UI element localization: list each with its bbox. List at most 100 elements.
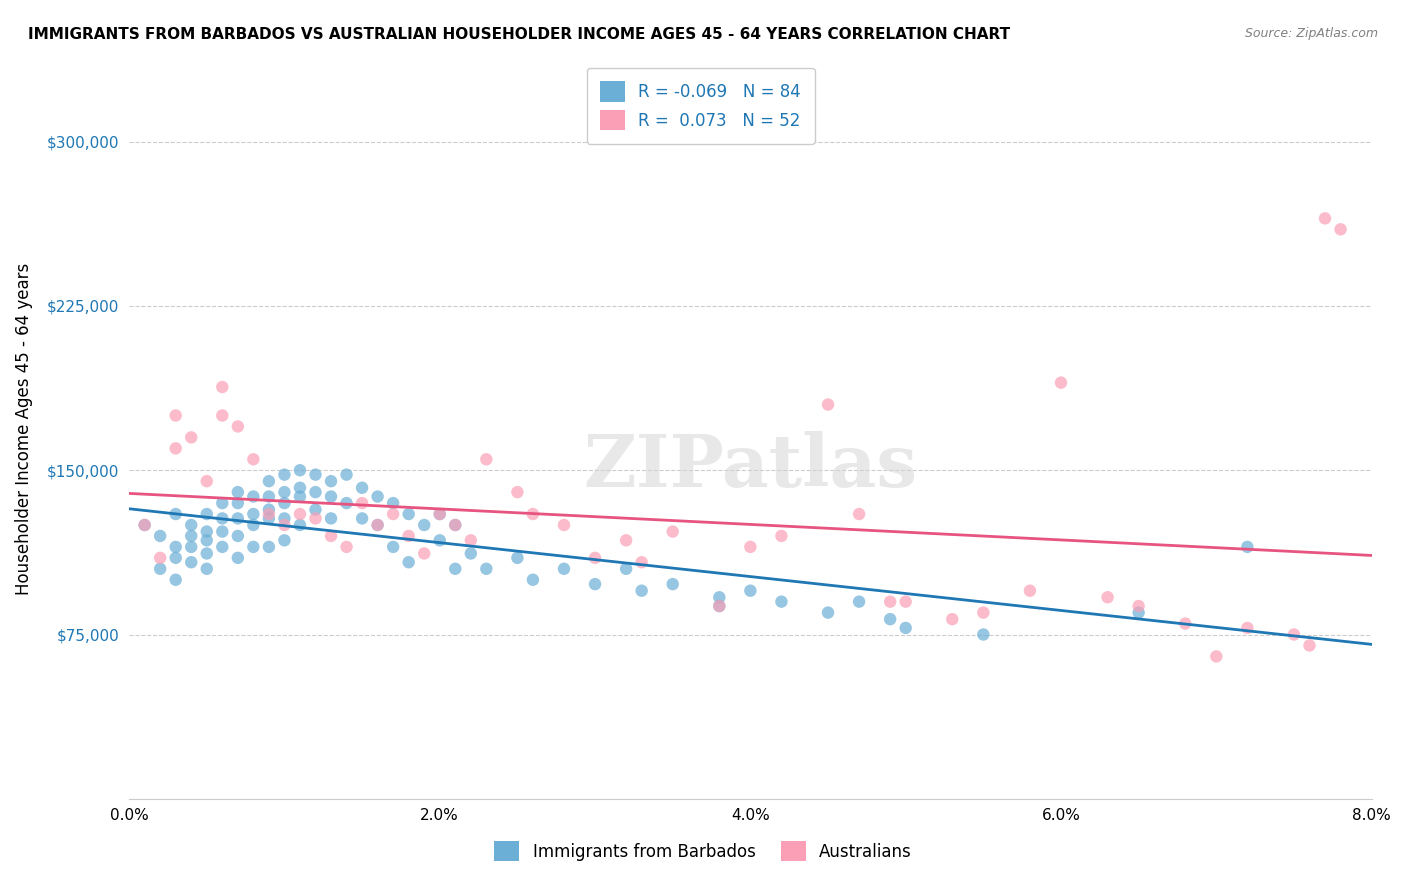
Point	[661, 524, 683, 539]
Point	[553, 562, 575, 576]
Point	[211, 409, 233, 423]
Point	[1329, 222, 1351, 236]
Point	[398, 529, 420, 543]
Point	[553, 518, 575, 533]
Point	[413, 546, 436, 560]
Point	[134, 518, 156, 533]
Point	[429, 533, 451, 548]
Y-axis label: Householder Income Ages 45 - 64 years: Householder Income Ages 45 - 64 years	[15, 263, 32, 595]
Point	[444, 518, 467, 533]
Point	[1236, 621, 1258, 635]
Point	[709, 599, 731, 613]
Point	[180, 555, 202, 569]
Point	[661, 577, 683, 591]
Point	[319, 490, 342, 504]
Point	[195, 562, 218, 576]
Point	[319, 529, 342, 543]
Point	[429, 507, 451, 521]
Point	[149, 529, 172, 543]
Point	[770, 594, 793, 608]
Point	[972, 606, 994, 620]
Point	[1282, 627, 1305, 641]
Point	[257, 490, 280, 504]
Point	[195, 546, 218, 560]
Point	[149, 550, 172, 565]
Point	[165, 540, 187, 554]
Point	[382, 540, 405, 554]
Text: ZIPatlas: ZIPatlas	[583, 431, 918, 501]
Point	[475, 452, 498, 467]
Point	[475, 562, 498, 576]
Point	[740, 583, 762, 598]
Point	[1174, 616, 1197, 631]
Point	[1019, 583, 1042, 598]
Point	[211, 496, 233, 510]
Point	[817, 398, 839, 412]
Point	[273, 533, 295, 548]
Point	[242, 518, 264, 533]
Text: Source: ZipAtlas.com: Source: ZipAtlas.com	[1244, 27, 1378, 40]
Point	[242, 507, 264, 521]
Point	[257, 511, 280, 525]
Point	[165, 573, 187, 587]
Point	[709, 591, 731, 605]
Point	[257, 502, 280, 516]
Point	[273, 518, 295, 533]
Point	[1128, 606, 1150, 620]
Point	[614, 533, 637, 548]
Point	[522, 573, 544, 587]
Point	[226, 496, 249, 510]
Point	[506, 550, 529, 565]
Legend: R = -0.069   N = 84, R =  0.073   N = 52: R = -0.069 N = 84, R = 0.073 N = 52	[586, 68, 814, 144]
Point	[226, 550, 249, 565]
Point	[257, 474, 280, 488]
Point	[614, 562, 637, 576]
Point	[134, 518, 156, 533]
Point	[941, 612, 963, 626]
Point	[817, 606, 839, 620]
Point	[1298, 639, 1320, 653]
Point	[382, 507, 405, 521]
Point	[195, 507, 218, 521]
Point	[894, 594, 917, 608]
Point	[444, 562, 467, 576]
Point	[180, 529, 202, 543]
Point	[304, 467, 326, 482]
Point	[382, 496, 405, 510]
Point	[848, 507, 870, 521]
Point	[288, 463, 311, 477]
Point	[288, 490, 311, 504]
Point	[304, 502, 326, 516]
Point	[879, 612, 901, 626]
Point	[211, 524, 233, 539]
Point	[630, 583, 652, 598]
Point	[583, 577, 606, 591]
Point	[226, 529, 249, 543]
Point	[211, 511, 233, 525]
Point	[879, 594, 901, 608]
Point	[413, 518, 436, 533]
Point	[367, 518, 389, 533]
Point	[288, 481, 311, 495]
Point	[273, 485, 295, 500]
Point	[242, 452, 264, 467]
Point	[709, 599, 731, 613]
Point	[165, 442, 187, 456]
Point	[335, 540, 357, 554]
Legend: Immigrants from Barbados, Australians: Immigrants from Barbados, Australians	[481, 828, 925, 875]
Point	[398, 507, 420, 521]
Point	[398, 555, 420, 569]
Point	[1050, 376, 1073, 390]
Point	[352, 496, 374, 510]
Point	[506, 485, 529, 500]
Point	[367, 518, 389, 533]
Point	[288, 518, 311, 533]
Point	[335, 496, 357, 510]
Point	[226, 511, 249, 525]
Point	[257, 507, 280, 521]
Point	[195, 533, 218, 548]
Point	[583, 550, 606, 565]
Point	[1205, 649, 1227, 664]
Point	[522, 507, 544, 521]
Point	[149, 562, 172, 576]
